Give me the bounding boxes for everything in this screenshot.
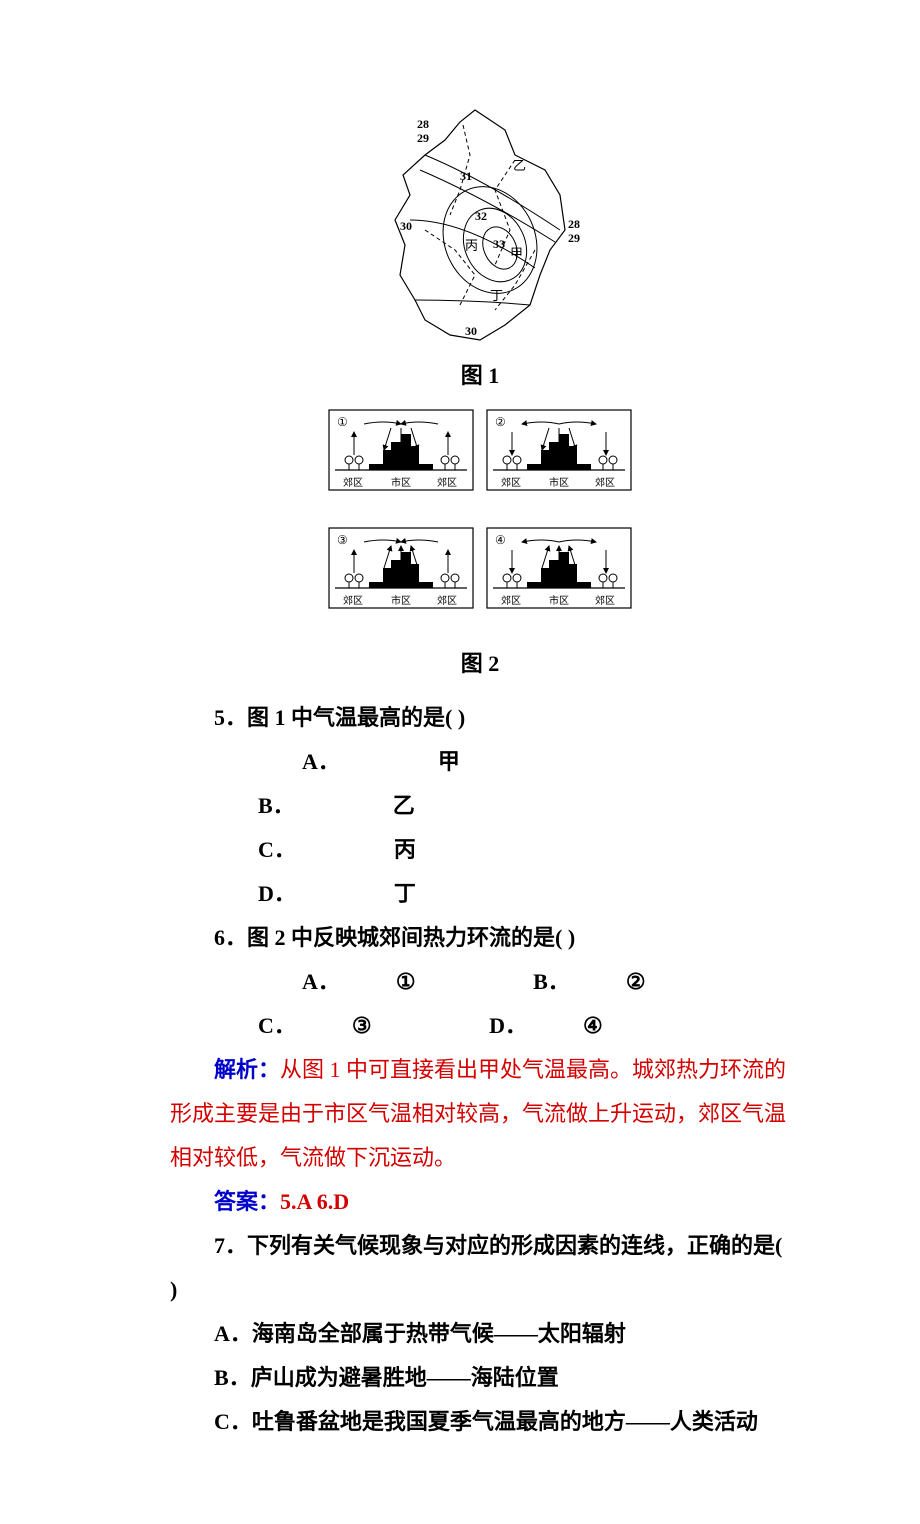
question-5: 5．图 1 中气温最高的是( ): [170, 696, 790, 740]
zone-bing: 丙: [465, 238, 478, 253]
iso-label-28a: 28: [417, 117, 429, 131]
q6-options: A．① B．② C．③ D．④: [170, 960, 790, 1048]
q7-opt-b: B．庐山成为避暑胜地——海陆位置: [170, 1356, 790, 1400]
p1-city: 市区: [391, 476, 411, 489]
iso-label-33: 33: [493, 237, 505, 251]
q5-text: 图 1 中气温最高的是(: [247, 705, 452, 730]
p3-city: 市区: [391, 594, 411, 607]
panel-4: ④ 郊区 市区 郊区: [487, 528, 631, 608]
iso-label-31: 31: [460, 169, 472, 183]
q5-opt-b: B．乙: [170, 784, 469, 828]
panel-3: ③ 郊区 市区 郊区: [329, 528, 473, 608]
q7-opt-a: A．海南岛全部属于热带气候——太阳辐射: [170, 1312, 790, 1356]
panel-2: ② 郊区 市区 郊区: [487, 410, 631, 490]
panel-2-mark: ②: [495, 415, 506, 429]
p2-city: 市区: [549, 476, 569, 489]
p4-suburb-l: 郊区: [501, 594, 521, 607]
p3-suburb-r: 郊区: [437, 594, 457, 607]
q5-opt-a: A．甲: [214, 740, 514, 784]
q7-opt-c: C．吐鲁番盆地是我国夏季气温最高的地方——人类活动: [170, 1400, 790, 1444]
q6-opt-b: B．②: [445, 960, 657, 1004]
p1-suburb-r: 郊区: [437, 476, 457, 489]
p4-suburb-r: 郊区: [595, 594, 615, 607]
question-6: 6．图 2 中反映城郊间热力环流的是( ): [170, 916, 790, 960]
p2-suburb-r: 郊区: [595, 476, 615, 489]
panel-3-mark: ③: [337, 533, 348, 547]
figure-1: 28 29 30 31 32 33 28 29 30 甲 乙 丙 丁: [170, 100, 790, 350]
q5-number: 5．: [214, 705, 247, 730]
iso-label-28b: 28: [568, 217, 580, 231]
p1-suburb-l: 郊区: [343, 476, 363, 489]
isotherms: [410, 155, 560, 309]
q7-number: 7．: [214, 1233, 247, 1258]
panel-1: ① 郊区 市区 郊区: [329, 410, 473, 490]
iso-label-30a: 30: [400, 219, 412, 233]
isotherm-map-svg: 28 29 30 31 32 33 28 29 30 甲 乙 丙 丁: [365, 100, 595, 350]
zone-ding: 丁: [490, 288, 503, 303]
analysis: 解析：从图 1 中可直接看出甲处气温最高。城郊热力环流的形成主要是由于市区气温相…: [170, 1048, 790, 1180]
iso-label-30b: 30: [465, 324, 477, 338]
iso-label-29b: 29: [568, 231, 580, 245]
q7-close: ): [170, 1277, 177, 1302]
q6-opt-c: C．③: [170, 1004, 384, 1048]
zone-yi: 乙: [513, 158, 526, 173]
answer-label: 答案：: [214, 1189, 280, 1214]
figure-1-caption: 图 1: [170, 354, 790, 398]
panel-1-mark: ①: [337, 415, 348, 429]
question-7: 7．下列有关气候现象与对应的形成因素的连线，正确的是( ): [170, 1224, 790, 1312]
q6-opt-d: D．④: [401, 1004, 615, 1048]
q5-close: ): [458, 705, 465, 730]
q6-number: 6．: [214, 925, 247, 950]
zone-jia: 甲: [510, 246, 523, 261]
q5-opt-c: C．丙: [170, 828, 470, 872]
q7-text: 下列有关气候现象与对应的形成因素的连线，正确的是(: [247, 1233, 782, 1258]
q6-opt-a: A．①: [214, 960, 428, 1004]
iso-label-32: 32: [475, 209, 487, 223]
p2-suburb-l: 郊区: [501, 476, 521, 489]
q6-close: ): [568, 925, 575, 950]
q5-opt-d: D．丁: [170, 872, 470, 916]
panel-4-mark: ④: [495, 533, 506, 547]
answer-text: 5.A 6.D: [280, 1189, 349, 1214]
q6-text: 图 2 中反映城郊间热力环流的是(: [247, 925, 562, 950]
figure-2-caption: 图 2: [170, 642, 790, 686]
iso-label-29a: 29: [417, 131, 429, 145]
answer: 答案：5.A 6.D: [170, 1180, 790, 1224]
analysis-label: 解析：: [214, 1057, 280, 1082]
p4-city: 市区: [549, 594, 569, 607]
circulation-set-svg: ① 郊区 市区 郊区 ②: [325, 408, 635, 638]
q5-options: A．甲 B．乙 C．丙 D．丁: [170, 740, 790, 916]
p3-suburb-l: 郊区: [343, 594, 363, 607]
figure-2: ① 郊区 市区 郊区 ②: [170, 408, 790, 638]
